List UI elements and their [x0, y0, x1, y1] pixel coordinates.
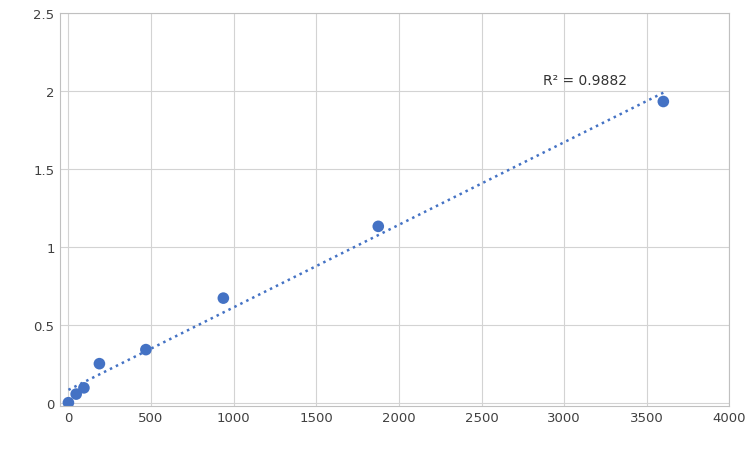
Point — [372, 223, 384, 230]
Point — [62, 399, 74, 406]
Point — [140, 346, 152, 354]
Point — [93, 360, 105, 368]
Point — [78, 384, 90, 391]
Text: R² = 0.9882: R² = 0.9882 — [543, 74, 626, 88]
Point — [70, 391, 82, 398]
Point — [657, 99, 669, 106]
Point — [217, 295, 229, 302]
